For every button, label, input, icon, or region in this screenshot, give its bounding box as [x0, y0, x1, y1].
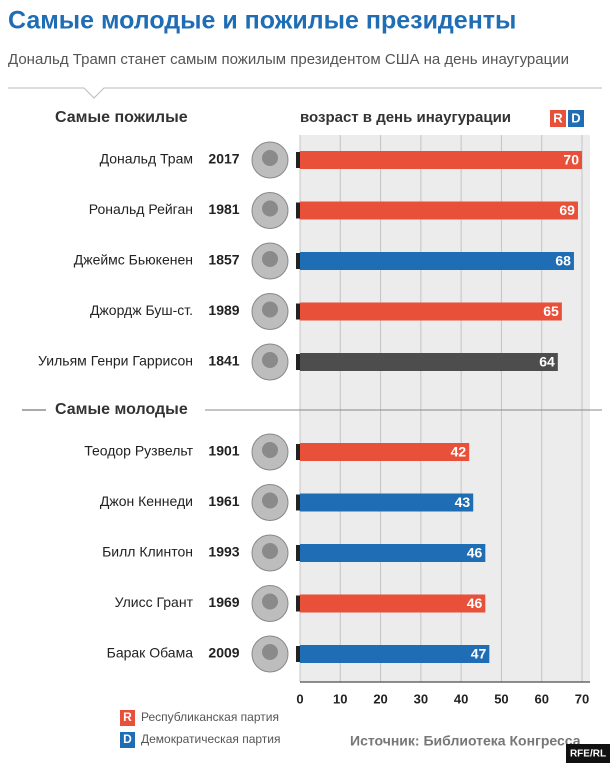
- legend-swatch: [120, 732, 135, 748]
- category-label: Улисс Грант: [115, 594, 194, 610]
- category-label: Дональд Трам: [100, 151, 193, 167]
- party-badge-label: D: [571, 110, 580, 125]
- data-label: 42: [451, 444, 467, 460]
- row-marker: [296, 545, 300, 561]
- chart-subtitle: Дональд Трамп станет самым пожилым прези…: [8, 51, 569, 68]
- bar: [300, 252, 574, 270]
- bar: [300, 645, 490, 663]
- x-tick-label: 50: [494, 691, 508, 706]
- x-tick-label: 60: [534, 691, 548, 706]
- row-marker: [296, 494, 300, 511]
- portrait-face: [262, 200, 278, 217]
- portrait-face: [262, 593, 278, 610]
- category-label: Билл Клинтон: [102, 544, 193, 560]
- category-label: Рональд Рейган: [89, 201, 193, 217]
- legend-label: Республиканская партия: [141, 710, 279, 724]
- x-tick-label: 20: [373, 691, 387, 706]
- party-badge: [568, 110, 584, 127]
- row-marker: [296, 646, 300, 662]
- year-label: 1981: [208, 201, 239, 217]
- category-label: Теодор Рузвельт: [84, 443, 193, 459]
- group-label: Самые молодые: [55, 401, 188, 418]
- category-label: Джордж Буш-ст.: [90, 302, 193, 318]
- bar: [300, 443, 470, 461]
- legend-key: R: [123, 710, 132, 724]
- row-marker: [296, 202, 300, 219]
- year-label: 1841: [208, 353, 239, 369]
- portrait-face: [262, 301, 278, 318]
- year-label: 2009: [208, 645, 239, 661]
- portrait-face: [262, 492, 278, 509]
- portrait-face: [262, 442, 278, 458]
- row-marker: [296, 354, 300, 370]
- portrait-face: [262, 352, 278, 368]
- year-label: 1901: [208, 443, 239, 459]
- data-label: 46: [467, 545, 483, 561]
- portrait-face: [262, 251, 278, 267]
- data-label: 47: [471, 646, 487, 662]
- row-marker: [296, 152, 300, 168]
- legend-label: Демократическая партия: [141, 732, 280, 746]
- credit: RFE/RL: [570, 749, 606, 760]
- plot: 0 10 20 30 40 50 60 70 R R Республиканская партия D…: [22, 109, 602, 748]
- x-tick-label: 10: [333, 691, 347, 706]
- bar: [300, 544, 486, 562]
- divider: [8, 87, 602, 99]
- portrait-face: [262, 150, 278, 166]
- chart-title: Самые молодые и пожилые президенты: [8, 7, 516, 35]
- data-label: 43: [455, 494, 471, 510]
- category-label: Джон Кеннеди: [100, 493, 193, 509]
- row-marker: [296, 444, 300, 460]
- year-label: 1857: [208, 252, 239, 268]
- portrait-face: [262, 644, 278, 660]
- year-label: 1989: [208, 302, 239, 318]
- party-badge: [550, 110, 566, 127]
- data-label: 65: [543, 303, 559, 319]
- year-label: 1993: [208, 544, 239, 560]
- legend-key: D: [123, 732, 132, 746]
- data-label: 64: [539, 354, 555, 370]
- x-tick-label: 0: [296, 691, 303, 706]
- data-label: 68: [555, 253, 571, 269]
- bar: [300, 302, 562, 321]
- credit-box: [566, 744, 610, 763]
- x-tick-label: 70: [575, 691, 589, 706]
- portrait-face: [262, 543, 278, 559]
- data-label: 46: [467, 595, 483, 611]
- legend-swatch: [120, 710, 135, 726]
- row-marker: [296, 595, 300, 612]
- category-label: Уильям Генри Гаррисон: [38, 353, 193, 369]
- bar: [300, 201, 578, 220]
- year-label: 1969: [208, 594, 239, 610]
- source: Источник: Библиотека Конгресса: [350, 733, 581, 749]
- bar: [300, 353, 558, 371]
- data-label: 69: [559, 202, 575, 218]
- bar: [300, 151, 582, 169]
- bar: [300, 594, 486, 613]
- data-label: 70: [563, 152, 579, 168]
- bar: [300, 493, 474, 512]
- row-marker: [296, 253, 300, 269]
- row-marker: [296, 303, 300, 320]
- year-label: 1961: [208, 493, 239, 509]
- party-badge-label: R: [553, 110, 563, 125]
- group-label: Самые пожилые: [55, 109, 188, 126]
- category-label: Барак Обама: [107, 645, 194, 661]
- x-tick-label: 40: [454, 691, 468, 706]
- x-tick-label: 30: [414, 691, 428, 706]
- axis-label: возраст в день инаугурации: [300, 109, 511, 126]
- year-label: 2017: [208, 151, 239, 167]
- category-label: Джеймс Бьюкенен: [74, 252, 193, 268]
